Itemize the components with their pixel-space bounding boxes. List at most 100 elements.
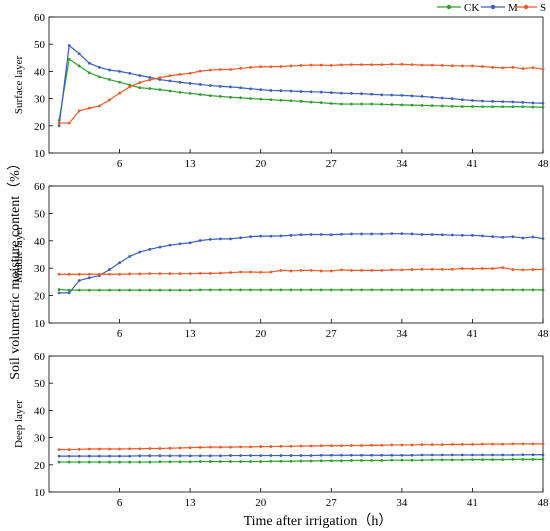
data-point-s (420, 267, 424, 271)
data-point-m (299, 454, 303, 457)
x-tick-label: 27 (326, 497, 338, 509)
data-point-m (309, 454, 313, 457)
data-point-m (390, 93, 394, 97)
data-point-s (138, 81, 142, 84)
data-point-s (57, 121, 61, 125)
data-point-m (229, 237, 232, 241)
x-tick-label: 48 (538, 328, 550, 340)
y-tick-label: 10 (34, 148, 46, 160)
data-point-s (198, 445, 202, 449)
x-tick-label: 13 (185, 497, 197, 509)
plot-frame (48, 16, 544, 154)
data-point-ck (380, 459, 384, 462)
data-point-ck (309, 100, 313, 104)
x-tick-label: 27 (326, 328, 338, 340)
legend-marker-s (523, 4, 529, 10)
data-point-m (289, 233, 293, 237)
data-point-ck (218, 460, 222, 463)
data-point-s (178, 272, 182, 276)
data-point-ck (360, 288, 363, 292)
data-point-s (420, 63, 424, 67)
data-point-ck (511, 288, 515, 292)
data-point-m (360, 453, 363, 457)
data-point-ck (148, 460, 152, 464)
data-point-m (138, 250, 142, 254)
data-point-s (128, 272, 132, 276)
data-point-ck (229, 460, 232, 463)
data-point-m (491, 453, 494, 457)
data-point-s (360, 63, 363, 66)
data-point-s (450, 267, 454, 271)
data-point-ck (511, 457, 515, 461)
data-point-s (390, 443, 394, 447)
x-tick-label: 13 (185, 328, 197, 340)
data-point-s (279, 268, 283, 272)
data-point-s (98, 272, 101, 276)
data-point-m (208, 454, 212, 458)
data-point-s (188, 446, 192, 450)
data-point-s (511, 268, 515, 271)
data-point-ck (309, 288, 313, 292)
data-point-m (188, 241, 192, 245)
data-point-m (481, 453, 484, 457)
data-point-ck (450, 458, 454, 462)
data-point-s (511, 65, 515, 69)
data-point-s (521, 67, 525, 71)
data-point-m (501, 100, 505, 103)
data-point-ck (208, 460, 212, 463)
data-point-s (87, 447, 91, 451)
data-point-m (541, 101, 545, 105)
data-point-s (239, 445, 242, 449)
data-point-s (501, 66, 505, 70)
data-point-m (148, 75, 152, 79)
data-point-m (471, 99, 474, 102)
data-point-m (329, 233, 333, 237)
data-point-ck (350, 459, 353, 462)
data-point-s (481, 267, 484, 270)
y-tick-label: 10 (34, 487, 46, 499)
data-point-ck (329, 288, 333, 292)
y-axis-title: Soil volumetric moisture content（%） (7, 156, 23, 380)
data-point-s (188, 71, 192, 75)
data-point-s (108, 98, 111, 102)
data-point-m (430, 453, 434, 457)
data-point-ck (350, 288, 353, 292)
data-point-ck (329, 459, 333, 463)
data-point-m (350, 232, 353, 236)
data-point-s (198, 69, 202, 73)
data-point-ck (531, 105, 535, 109)
data-point-m (541, 453, 545, 457)
data-point-s (491, 442, 494, 446)
data-point-m (229, 85, 232, 89)
data-point-ck (360, 459, 363, 462)
data-point-m (309, 233, 313, 236)
data-point-s (249, 65, 253, 69)
data-point-m (108, 68, 111, 72)
data-point-m (440, 453, 444, 457)
data-point-m (229, 454, 232, 457)
data-point-ck (299, 459, 303, 463)
data-point-m (208, 238, 212, 241)
y-tick-label: 50 (34, 208, 46, 220)
data-point-ck (218, 95, 222, 98)
y-tick-label: 30 (34, 433, 46, 445)
data-point-m (67, 454, 71, 458)
data-point-m (239, 86, 242, 90)
y-tick-label: 30 (34, 263, 46, 275)
data-point-ck (259, 288, 263, 292)
data-point-m (239, 454, 242, 457)
data-point-m (87, 276, 91, 280)
y-tick-label: 30 (34, 94, 46, 106)
data-point-ck (289, 288, 293, 292)
data-point-m (118, 454, 121, 458)
data-point-s (440, 443, 444, 447)
data-point-m (218, 454, 222, 458)
data-point-ck (198, 288, 202, 292)
data-point-m (138, 454, 142, 458)
y-tick-label: 50 (34, 378, 46, 390)
data-point-ck (319, 459, 323, 463)
data-point-s (108, 272, 111, 276)
x-tick-label: 48 (538, 158, 550, 170)
data-point-ck (87, 71, 91, 75)
x-axis-title: Time after irrigation（h） (244, 513, 393, 529)
